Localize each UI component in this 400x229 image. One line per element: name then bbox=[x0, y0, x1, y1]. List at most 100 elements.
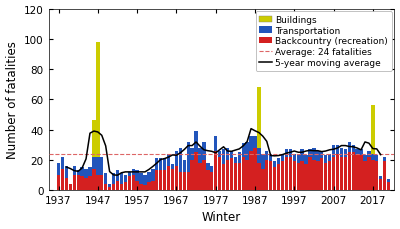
Bar bbox=[265, 151, 268, 160]
Bar bbox=[281, 155, 284, 162]
Bar bbox=[175, 166, 178, 190]
Bar bbox=[348, 142, 351, 153]
Bar bbox=[88, 177, 92, 190]
Bar bbox=[363, 155, 367, 162]
Bar bbox=[371, 106, 374, 154]
Bar bbox=[155, 158, 158, 171]
Bar bbox=[340, 157, 343, 190]
Bar bbox=[230, 158, 233, 190]
Bar bbox=[159, 171, 162, 190]
Bar bbox=[222, 165, 225, 190]
Bar bbox=[344, 150, 347, 157]
Bar bbox=[359, 155, 363, 190]
Bar bbox=[352, 153, 355, 190]
Bar bbox=[96, 175, 100, 190]
Bar bbox=[124, 183, 127, 190]
Bar bbox=[253, 148, 257, 190]
Bar bbox=[281, 162, 284, 190]
Bar bbox=[136, 171, 139, 181]
Bar bbox=[155, 171, 158, 190]
Bar bbox=[202, 160, 206, 190]
Bar bbox=[108, 187, 111, 190]
Bar bbox=[65, 166, 68, 178]
Bar bbox=[332, 157, 335, 190]
Bar bbox=[210, 172, 214, 190]
Bar bbox=[179, 172, 182, 190]
Bar bbox=[285, 150, 288, 157]
Bar bbox=[289, 150, 292, 157]
Bar bbox=[336, 145, 339, 154]
Bar bbox=[265, 160, 268, 190]
Bar bbox=[84, 169, 88, 178]
Bar bbox=[179, 148, 182, 172]
Bar bbox=[147, 172, 150, 183]
Bar bbox=[332, 145, 335, 157]
Bar bbox=[190, 148, 194, 160]
Bar bbox=[76, 171, 80, 175]
Bar bbox=[108, 184, 111, 187]
Bar bbox=[163, 158, 166, 171]
Bar bbox=[257, 88, 260, 148]
Bar bbox=[296, 163, 300, 190]
Bar bbox=[222, 150, 225, 165]
Bar bbox=[57, 163, 60, 175]
Bar bbox=[88, 168, 92, 177]
Bar bbox=[151, 169, 154, 181]
Bar bbox=[167, 166, 170, 190]
Bar bbox=[242, 144, 245, 157]
Bar bbox=[304, 165, 308, 190]
Bar bbox=[202, 142, 206, 160]
Bar bbox=[238, 153, 241, 163]
Bar bbox=[249, 151, 253, 190]
Bar bbox=[143, 186, 147, 190]
Bar bbox=[214, 136, 217, 151]
Bar bbox=[230, 151, 233, 158]
Bar bbox=[116, 171, 119, 181]
X-axis label: Winter: Winter bbox=[202, 210, 241, 224]
Bar bbox=[277, 158, 280, 165]
Bar bbox=[379, 177, 382, 180]
Bar bbox=[375, 162, 378, 190]
Bar bbox=[371, 160, 374, 190]
Bar bbox=[226, 160, 229, 190]
Bar bbox=[387, 180, 390, 183]
Bar bbox=[139, 184, 143, 190]
Bar bbox=[316, 151, 320, 162]
Bar bbox=[226, 148, 229, 160]
Bar bbox=[312, 160, 316, 190]
Bar bbox=[186, 172, 190, 190]
Bar bbox=[175, 151, 178, 166]
Bar bbox=[320, 151, 324, 158]
Bar bbox=[273, 168, 276, 190]
Bar bbox=[375, 155, 378, 162]
Bar bbox=[253, 136, 257, 148]
Bar bbox=[261, 169, 264, 190]
Bar bbox=[292, 162, 296, 190]
Bar bbox=[371, 154, 374, 160]
Bar bbox=[352, 145, 355, 153]
Bar bbox=[92, 121, 96, 157]
Bar bbox=[206, 163, 210, 171]
Bar bbox=[210, 166, 214, 172]
Bar bbox=[96, 157, 100, 175]
Bar bbox=[246, 160, 249, 190]
Bar bbox=[116, 181, 119, 190]
Bar bbox=[257, 148, 260, 163]
Bar bbox=[379, 180, 382, 190]
Bar bbox=[363, 162, 367, 190]
Bar bbox=[273, 162, 276, 168]
Bar bbox=[124, 175, 127, 183]
Bar bbox=[324, 163, 327, 190]
Bar bbox=[214, 151, 217, 190]
Bar bbox=[277, 165, 280, 190]
Bar bbox=[367, 151, 370, 157]
Bar bbox=[167, 154, 170, 166]
Bar bbox=[336, 154, 339, 190]
Bar bbox=[92, 157, 96, 169]
Bar bbox=[383, 157, 386, 162]
Bar bbox=[69, 184, 72, 190]
Bar bbox=[324, 155, 327, 163]
Bar bbox=[296, 154, 300, 163]
Bar bbox=[104, 174, 107, 184]
Bar bbox=[182, 172, 186, 190]
